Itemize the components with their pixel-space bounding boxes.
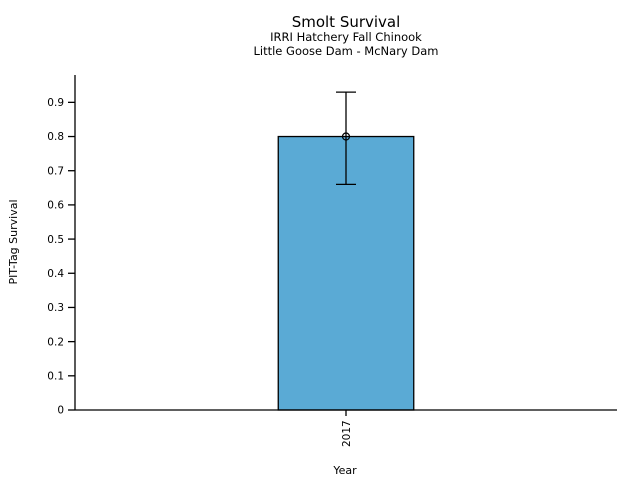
y-tick-label: 0.7	[47, 165, 64, 177]
x-tick-label: 2017	[341, 420, 353, 447]
point-estimate-marker	[341, 132, 351, 141]
y-tick-label: 0.8	[47, 131, 64, 143]
y-tick-label: 0.9	[47, 97, 64, 109]
y-tick-label: 0.4	[47, 268, 64, 280]
plot-area: 2017 0 0.1 0.2 0.3 0.4 0.5 0.6 0.7 0.8 0.9	[47, 75, 617, 447]
y-tick-label: 0	[57, 405, 64, 417]
y-axis-title: PIT-Tag Survival	[7, 199, 20, 284]
y-tick-label: 0.1	[47, 371, 64, 383]
chart-subtitle-line-1: IRRI Hatchery Fall Chinook	[270, 30, 422, 44]
y-tick-label: 0.5	[47, 234, 64, 246]
y-tick-label: 0.3	[47, 302, 64, 314]
y-tick-label: 0.6	[47, 200, 64, 212]
y-tick-label: 0.2	[47, 336, 64, 348]
chart-title: Smolt Survival	[292, 13, 401, 31]
x-axis-title: Year	[332, 464, 357, 477]
chart-subtitle-line-2: Little Goose Dam - McNary Dam	[253, 44, 438, 58]
